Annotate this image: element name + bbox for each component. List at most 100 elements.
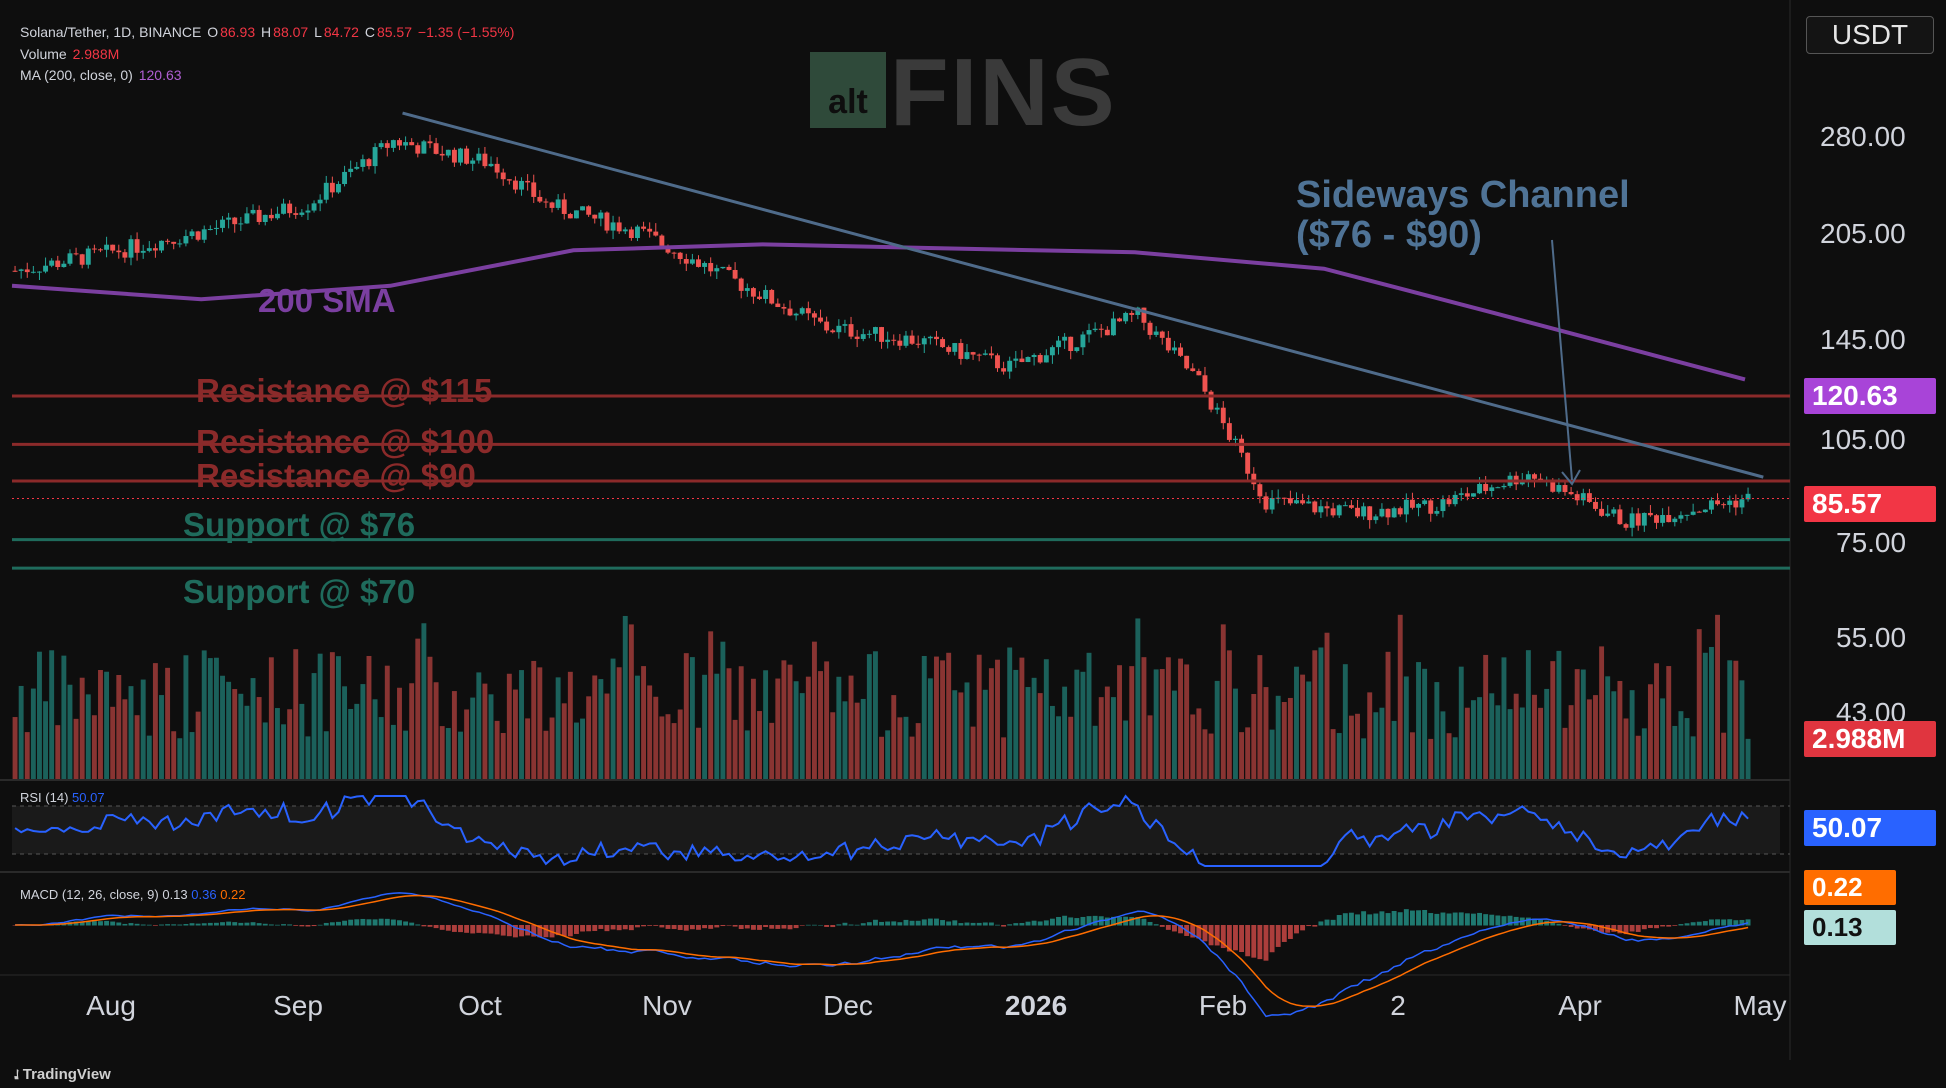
candle-body: [842, 324, 848, 326]
volume-bar: [323, 731, 329, 779]
candle-body: [311, 203, 317, 211]
candle-body: [366, 159, 372, 167]
candle-body: [519, 180, 524, 190]
macd-hist-bar: [1428, 913, 1434, 926]
volume-bar: [1586, 699, 1592, 779]
resistance-100-annotation: Resistance @ $100: [196, 423, 495, 460]
macd-hist-bar: [799, 925, 805, 926]
volume-bar: [775, 678, 781, 779]
volume-bar: [1208, 733, 1214, 779]
volume-bar: [1233, 688, 1238, 779]
volume-bar: [757, 711, 762, 779]
candle-body: [390, 140, 396, 148]
macd-hist-bar: [134, 923, 140, 926]
volume-bar: [976, 654, 982, 779]
volume-bar: [171, 731, 177, 779]
macd-hist-bar: [1104, 917, 1110, 926]
candle-body: [1501, 485, 1507, 488]
candle-body: [995, 355, 1000, 369]
symbol-title[interactable]: Solana/Tether, 1D, BINANCE: [20, 24, 202, 40]
macd-hist-bar: [1245, 925, 1251, 957]
macd-hist-bar: [366, 919, 372, 926]
tradingview-brand[interactable]: 𝇥 TradingView: [14, 1058, 111, 1085]
macd-hist-bar: [104, 920, 110, 926]
volume-bar: [1684, 718, 1690, 779]
volume-bar: [1379, 707, 1385, 779]
candle-body: [537, 196, 543, 202]
volume-bar: [451, 691, 457, 779]
volume-bar: [329, 652, 335, 779]
macd-hist-bar: [171, 924, 177, 926]
volume-bar: [891, 695, 897, 779]
candle-body: [1745, 493, 1751, 500]
macd-hist-bar: [1269, 925, 1275, 953]
candle-body: [1007, 360, 1013, 372]
candle-body: [323, 182, 329, 200]
volume-bar: [390, 724, 396, 779]
rsi-legend[interactable]: RSI (14) 50.07: [20, 790, 105, 805]
volume-bar: [689, 657, 695, 779]
macd-hist-bar: [592, 925, 598, 931]
macd-hist-bar: [464, 925, 470, 933]
open-label: O: [207, 24, 219, 40]
volume-bar: [128, 686, 134, 779]
macd-hist-bar: [98, 921, 103, 926]
currency-button[interactable]: USDT: [1806, 16, 1934, 54]
macd-hist-bar: [854, 924, 860, 926]
candle-body: [1355, 507, 1360, 517]
candle-body: [24, 269, 30, 273]
downtrend-line[interactable]: [402, 111, 1764, 479]
candle-body: [1074, 347, 1080, 351]
candle-body: [1226, 423, 1232, 440]
candle-body: [689, 259, 695, 264]
candle-body: [49, 260, 55, 266]
macd-hist-bar: [683, 925, 689, 931]
volume-bar: [195, 711, 201, 779]
macd-hist-bar: [1196, 925, 1202, 939]
macd-hist-bar: [1477, 912, 1483, 926]
volume-bar: [830, 712, 836, 779]
macd-hist-bar: [836, 924, 842, 926]
ma-legend[interactable]: MA (200, close, 0) 120.63: [20, 67, 184, 83]
macd-hist-bar: [934, 918, 939, 926]
macd-hist-bar: [421, 925, 427, 927]
macd-hist-bar: [1550, 922, 1556, 926]
volume-bar: [1477, 697, 1483, 779]
candle-body: [1233, 438, 1238, 440]
volume-bar: [1495, 705, 1501, 779]
candle-body: [1525, 474, 1531, 480]
volume-bar: [1184, 664, 1190, 779]
macd-hist-bar: [268, 924, 274, 926]
macd-hist-bar: [580, 925, 585, 932]
candle-body: [360, 159, 366, 167]
volume-bar: [1336, 733, 1342, 779]
candle-body: [738, 278, 744, 291]
macd-legend[interactable]: MACD (12, 26, close, 9) 0.13 0.36 0.22: [20, 887, 246, 902]
candle-body: [183, 236, 189, 244]
candle-body: [720, 266, 726, 269]
macd-hist-bar: [73, 921, 79, 926]
volume-bar: [305, 736, 311, 779]
volume-bar: [1001, 737, 1007, 779]
macd-hist-bar: [128, 923, 134, 926]
volume-bar: [677, 709, 683, 779]
macd-hist-bar: [12, 925, 18, 926]
macd-hist-bar: [958, 923, 964, 926]
channel-annotation-line1: Sideways Channel: [1296, 174, 1630, 216]
volume-legend[interactable]: Volume 2.988M: [20, 46, 121, 62]
macd-hist-bar: [1147, 921, 1153, 926]
candle-body: [1574, 494, 1580, 501]
candle-body: [750, 288, 756, 297]
volume-bar: [1361, 738, 1367, 779]
volume-bar: [1525, 650, 1531, 779]
volume-bar: [12, 717, 18, 779]
volume-bar: [1013, 669, 1019, 779]
volume-bar: [299, 703, 305, 779]
volume-bar: [336, 656, 341, 779]
volume-bar: [1391, 720, 1397, 779]
candle-body: [976, 354, 982, 356]
volume-bar: [744, 730, 750, 779]
candle-body: [104, 244, 110, 250]
candle-body: [1489, 487, 1495, 491]
